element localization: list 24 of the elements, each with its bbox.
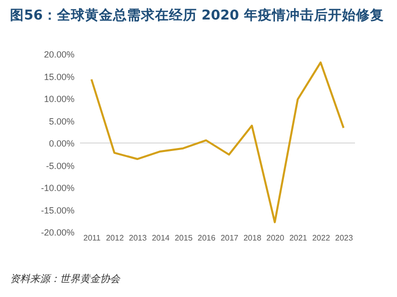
x-tick-label: 2020 bbox=[266, 234, 285, 242]
y-tick-label: 20.00% bbox=[44, 50, 74, 60]
x-tick-label: 2023 bbox=[335, 234, 354, 242]
x-tick-label: 2016 bbox=[198, 234, 216, 242]
y-tick-label: 15.00% bbox=[44, 72, 74, 82]
chart-title: 图56：全球黄金总需求在经历 2020 年疫情冲击后开始修复 bbox=[10, 6, 384, 24]
y-tick-label: -5.00% bbox=[46, 160, 74, 171]
x-tick-label: 2022 bbox=[312, 234, 331, 242]
y-tick-label: -15.00% bbox=[40, 205, 74, 216]
x-tick-label: 2017 bbox=[220, 234, 239, 242]
line-series bbox=[90, 61, 345, 224]
x-tick-label: 2021 bbox=[289, 234, 308, 242]
y-tick-label: 0.00% bbox=[48, 138, 74, 148]
y-tick-label: 5.00% bbox=[48, 116, 74, 126]
x-tick-label: 2015 bbox=[174, 234, 194, 242]
y-tick-label: -10.00% bbox=[40, 183, 74, 193]
y-tick-label: 10.00% bbox=[44, 94, 74, 104]
x-tick-label: 2018 bbox=[243, 234, 262, 242]
x-tick-label: 2013 bbox=[128, 234, 148, 242]
x-tick-label: 2011 bbox=[83, 234, 102, 242]
text: 资料来源：世界黄金协会 bbox=[10, 272, 120, 286]
x-tick-label: 2014 bbox=[152, 234, 170, 242]
y-tick-label: -20.00% bbox=[40, 228, 74, 238]
x-tick-label: 2012 bbox=[106, 234, 124, 242]
